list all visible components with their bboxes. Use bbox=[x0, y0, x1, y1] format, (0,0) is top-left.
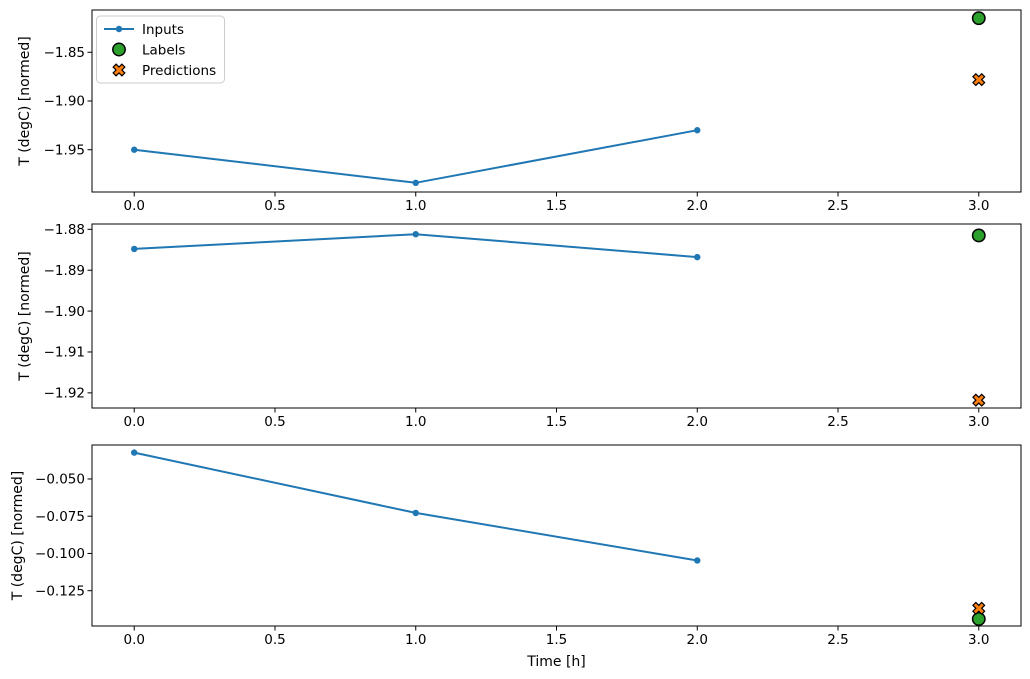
y-tick-label: −1.89 bbox=[44, 263, 85, 279]
inputs-marker bbox=[131, 146, 138, 153]
labels-marker bbox=[971, 228, 986, 243]
y-tick-label: −0.125 bbox=[35, 583, 85, 599]
subplot-0: 0.0 0.5 1.0 1.5 2.0 2.5 3.0 −1.85 −1.90 −1.95 T (d… bbox=[17, 9, 1022, 214]
y-axis-label: T (degC) [normed] bbox=[17, 251, 33, 382]
inputs-marker bbox=[412, 509, 419, 517]
x-tick-label: 1.0 bbox=[405, 414, 426, 430]
y-tick-label: −1.95 bbox=[44, 142, 85, 158]
x-tick-label: 2.0 bbox=[687, 414, 708, 430]
x-tick-label: 3.0 bbox=[968, 632, 989, 648]
x-tick-label: 1.5 bbox=[546, 198, 567, 214]
inputs-marker bbox=[412, 179, 419, 187]
x-tick-label: 1.5 bbox=[546, 632, 567, 648]
legend-point-marker bbox=[115, 25, 123, 33]
inputs-line bbox=[134, 129, 698, 184]
y-tick-label: −1.85 bbox=[44, 45, 85, 61]
legend-item-inputs: Inputs bbox=[104, 22, 184, 38]
legend: Inputs Labels Predictions bbox=[96, 15, 225, 84]
labels-marker bbox=[971, 612, 986, 626]
x-tick-label: 2.5 bbox=[827, 198, 848, 214]
legend-label: Predictions bbox=[142, 63, 216, 79]
predictions-marker bbox=[972, 601, 986, 615]
y-tick-label: −1.90 bbox=[44, 304, 85, 320]
legend-label: Labels bbox=[142, 42, 185, 58]
plot-area bbox=[91, 223, 1022, 409]
x-axis-label: Time [h] bbox=[526, 654, 586, 670]
x-tick-label: 3.0 bbox=[968, 198, 989, 214]
y-axis-label: T (degC) [normed] bbox=[17, 36, 33, 167]
x-tick-label: 3.0 bbox=[968, 414, 989, 430]
plot-area bbox=[91, 444, 1022, 627]
legend-X-marker bbox=[112, 63, 126, 77]
y-tick-label: −1.88 bbox=[44, 222, 85, 238]
legend-item-predictions: Predictions bbox=[112, 63, 216, 79]
inputs-marker bbox=[131, 449, 138, 456]
x-tick-label: 2.0 bbox=[687, 632, 708, 648]
x-tick-label: 0.0 bbox=[123, 414, 144, 430]
legend-item-labels: Labels bbox=[112, 42, 185, 58]
inputs-marker bbox=[412, 231, 419, 238]
x-tick-label: 1.5 bbox=[546, 414, 567, 430]
x-tick-label: 0.5 bbox=[264, 632, 285, 648]
inputs-line bbox=[133, 451, 698, 562]
x-tick-label: 2.5 bbox=[827, 632, 848, 648]
inputs-marker bbox=[694, 253, 701, 261]
y-tick-label: −0.050 bbox=[35, 472, 85, 488]
inputs-marker bbox=[131, 245, 138, 253]
inputs-marker bbox=[694, 557, 701, 564]
legend-frame bbox=[96, 15, 225, 84]
x-tick-label: 2.0 bbox=[687, 198, 708, 214]
x-tick-label: 0.0 bbox=[123, 198, 144, 214]
subplot-1: 0.0 0.5 1.0 1.5 2.0 2.5 3.0 −1.88 −1.89 −1.90 −1.9… bbox=[17, 222, 1022, 430]
x-tick-label: 0.5 bbox=[264, 414, 285, 430]
subplot-2: 0.0 0.5 1.0 1.5 2.0 2.5 3.0 −0.050 −0.075 −0.100 −… bbox=[10, 444, 1022, 670]
y-axis-label: T (degC) [normed] bbox=[10, 471, 26, 602]
inputs-marker bbox=[694, 127, 701, 134]
labels-marker bbox=[971, 11, 986, 26]
x-tick-label: 1.0 bbox=[405, 198, 426, 214]
legend-circle-marker bbox=[112, 42, 126, 57]
x-tick-label: 1.0 bbox=[405, 632, 426, 648]
legend-label: Inputs bbox=[142, 22, 184, 38]
x-tick-label: 0.5 bbox=[264, 198, 285, 214]
x-tick-label: 2.5 bbox=[827, 414, 848, 430]
predictions-marker bbox=[972, 72, 986, 87]
x-tick-label: 0.0 bbox=[123, 632, 144, 648]
plot-area bbox=[91, 9, 1022, 193]
y-tick-label: −1.91 bbox=[44, 345, 85, 361]
y-tick-label: −1.90 bbox=[44, 94, 85, 110]
y-tick-label: −1.92 bbox=[44, 386, 85, 402]
inputs-line bbox=[134, 233, 698, 259]
y-tick-label: −0.100 bbox=[35, 546, 85, 562]
y-tick-label: −0.075 bbox=[35, 509, 85, 525]
predictions-marker bbox=[972, 393, 986, 407]
